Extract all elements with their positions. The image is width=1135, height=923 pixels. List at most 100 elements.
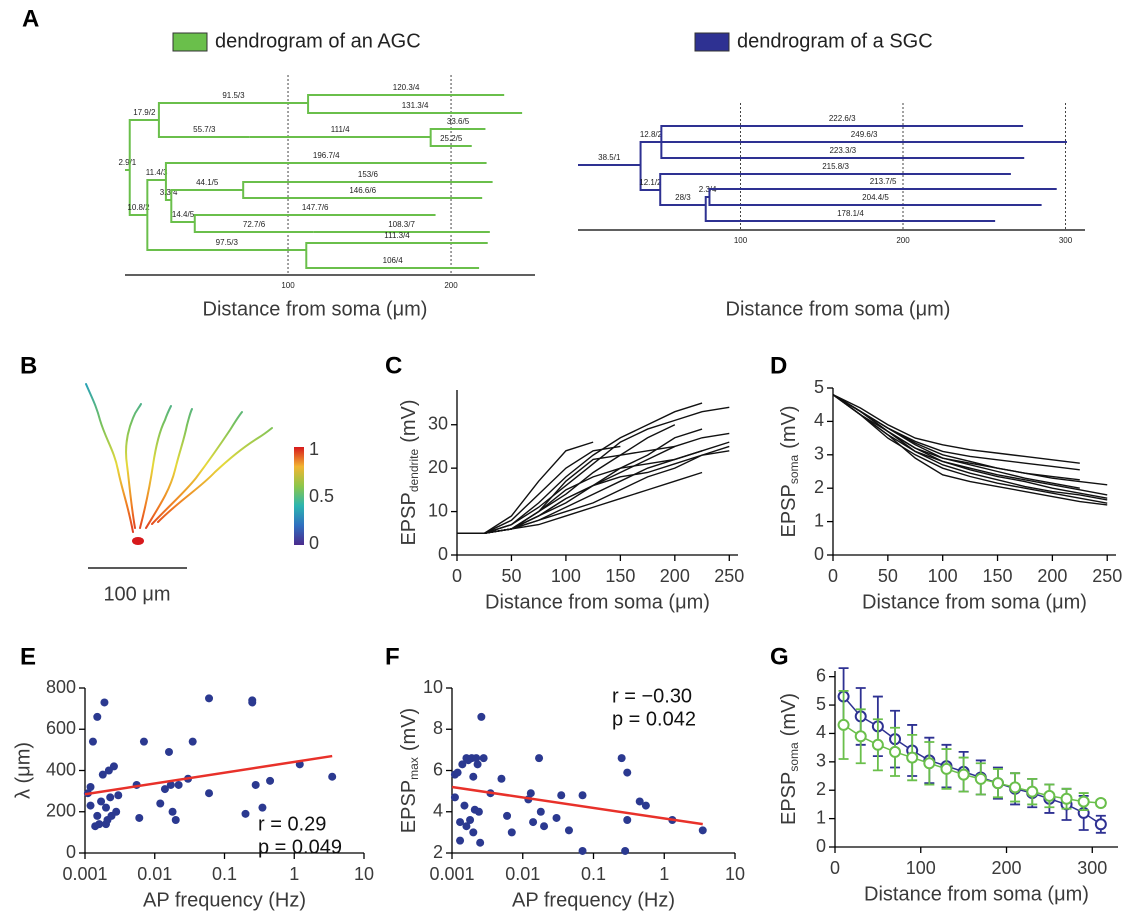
branch-label: 72.7/6 (243, 220, 266, 229)
point (100, 698, 109, 707)
y-label-unit: (mV) (398, 399, 420, 442)
panel-letter: A (22, 5, 39, 32)
x-tick-label: 200 (896, 236, 910, 245)
x-tick-label: 250 (1092, 566, 1122, 586)
x-tick-label: 200 (1037, 566, 1067, 586)
x-tick-label: 0.01 (505, 864, 540, 884)
point (473, 760, 482, 769)
branch-label: 97.5/3 (216, 238, 239, 247)
point (476, 838, 485, 847)
branch-label: 38.5/1 (598, 153, 621, 162)
mean-line (843, 724, 1101, 804)
marker (1026, 785, 1039, 798)
point (109, 762, 118, 771)
trace (832, 394, 1080, 481)
branch-label: 178.1/4 (837, 209, 864, 218)
colorbar-tick-label: 1 (309, 439, 319, 459)
branch (660, 125, 1024, 142)
x-axis-label: AP frequency (Hz) (143, 889, 306, 911)
marker (1094, 818, 1107, 831)
y-tick-label: 4 (814, 410, 824, 430)
point (174, 780, 183, 789)
marker (1060, 792, 1073, 805)
annotation: r = 0.29 (258, 813, 326, 835)
branch-label: 106/4 (383, 256, 404, 265)
point (564, 826, 573, 835)
trace (457, 428, 703, 534)
branch (128, 170, 148, 216)
marker (1094, 797, 1107, 809)
point (139, 737, 148, 746)
marker (923, 757, 936, 770)
point (205, 694, 214, 703)
panel-letter: E (20, 643, 36, 670)
branch (170, 200, 195, 223)
y-label-sub: dendrite (407, 448, 421, 492)
x-axis-label: Distance from soma (μm) (862, 591, 1087, 613)
legend-swatch (694, 32, 730, 52)
point (458, 760, 467, 769)
marker (1043, 789, 1056, 802)
panel-letter: D (770, 352, 787, 379)
point (88, 737, 97, 746)
trace (832, 394, 1080, 489)
marker (1077, 795, 1090, 808)
x-tick-label: 100 (906, 858, 936, 878)
soma (132, 537, 144, 545)
x-tick-label: 0 (830, 858, 840, 878)
branch (193, 214, 436, 222)
y-tick-label: 3 (814, 444, 824, 464)
branch-label: 111/4 (331, 125, 350, 134)
y-tick-label: 1 (814, 510, 824, 530)
point (535, 754, 544, 763)
fit-line (451, 785, 703, 826)
marker (974, 772, 987, 785)
branch-label: 33.6/5 (447, 117, 470, 126)
y-label-sub: max (407, 757, 421, 780)
point (168, 807, 177, 816)
branch-label: 3.3/4 (160, 188, 178, 197)
x-tick-label: 150 (983, 566, 1013, 586)
branch-label: 153/6 (358, 170, 379, 179)
point (101, 803, 110, 812)
x-tick-label: 150 (605, 566, 635, 586)
branch (128, 119, 159, 170)
branch-label: 2.9/1 (118, 158, 136, 167)
point (93, 811, 102, 820)
x-tick-label: 300 (1077, 858, 1107, 878)
branch (242, 190, 483, 199)
y-axis-label: EPSPdendrite (mV) (398, 399, 421, 545)
branch-label: 14.4/5 (172, 210, 195, 219)
point (164, 747, 173, 756)
branch (659, 173, 1011, 190)
colorbar-tick-label: 0 (309, 533, 319, 553)
marker (991, 777, 1004, 790)
y-tick-label: 800 (46, 677, 76, 697)
branch (704, 205, 996, 222)
branch-label: 44.1/5 (196, 178, 219, 187)
branch-label: 215.8/3 (822, 162, 849, 171)
x-axis-label: Distance from soma (μm) (485, 591, 710, 613)
x-tick-label: 0.001 (62, 864, 107, 884)
y-tick-label: 6 (433, 759, 443, 779)
x-axis-label: Distance from soma (μm) (864, 883, 1089, 905)
mean-line (843, 696, 1102, 825)
point (453, 768, 462, 777)
branch (307, 103, 523, 114)
point (578, 791, 587, 800)
y-tick-label: 20 (428, 457, 448, 477)
point (469, 772, 478, 781)
trace (457, 406, 730, 534)
panel-letter: B (20, 352, 37, 379)
point (86, 783, 95, 791)
branch (305, 250, 480, 269)
point (112, 807, 121, 816)
branch-label: 213.7/5 (870, 177, 897, 186)
branch (704, 196, 710, 205)
point (248, 698, 257, 707)
x-tick-label: 250 (714, 566, 744, 586)
point (617, 754, 626, 763)
x-tick-label: 100 (928, 566, 958, 586)
x-tick-label: 10 (725, 864, 745, 884)
